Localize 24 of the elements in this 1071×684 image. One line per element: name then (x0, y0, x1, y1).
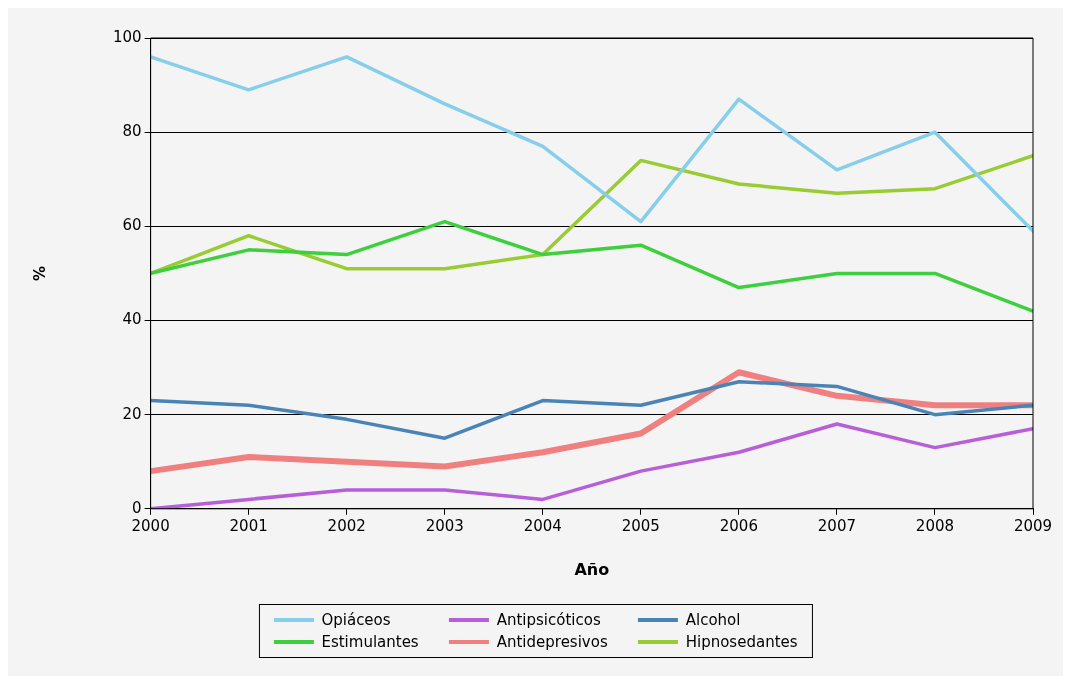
x-axis-title: Año (574, 559, 610, 579)
y-axis-title: % (30, 265, 49, 281)
x-tick-label: 2001 (229, 516, 268, 535)
legend-label: Antipsicóticos (496, 611, 601, 629)
legend-label: Estimulantes (321, 633, 419, 651)
legend-label: Alcohol (685, 611, 741, 629)
legend-label: Antidepresivos (496, 633, 608, 651)
legend-label: Hipnosedantes (685, 633, 798, 651)
legend-label: Opiáceos (321, 611, 391, 629)
y-tick-label: 40 (122, 310, 142, 329)
y-tick-label: 0 (132, 498, 142, 517)
x-tick-label: 2007 (817, 516, 857, 535)
y-tick-label: 80 (122, 122, 142, 141)
x-tick-label: 2000 (131, 516, 170, 535)
x-tick-label: 2003 (425, 516, 464, 535)
x-tick-label: 2004 (523, 516, 562, 535)
x-tick-label: 2005 (621, 516, 660, 535)
y-tick-label: 60 (122, 216, 142, 235)
y-tick-label: 100 (112, 27, 142, 46)
x-tick-label: 2002 (327, 516, 366, 535)
x-tick-label: 2008 (915, 516, 955, 535)
x-tick-label: 2009 (1013, 516, 1053, 535)
x-tick-label: 2006 (719, 516, 758, 535)
y-tick-label: 20 (122, 404, 142, 423)
